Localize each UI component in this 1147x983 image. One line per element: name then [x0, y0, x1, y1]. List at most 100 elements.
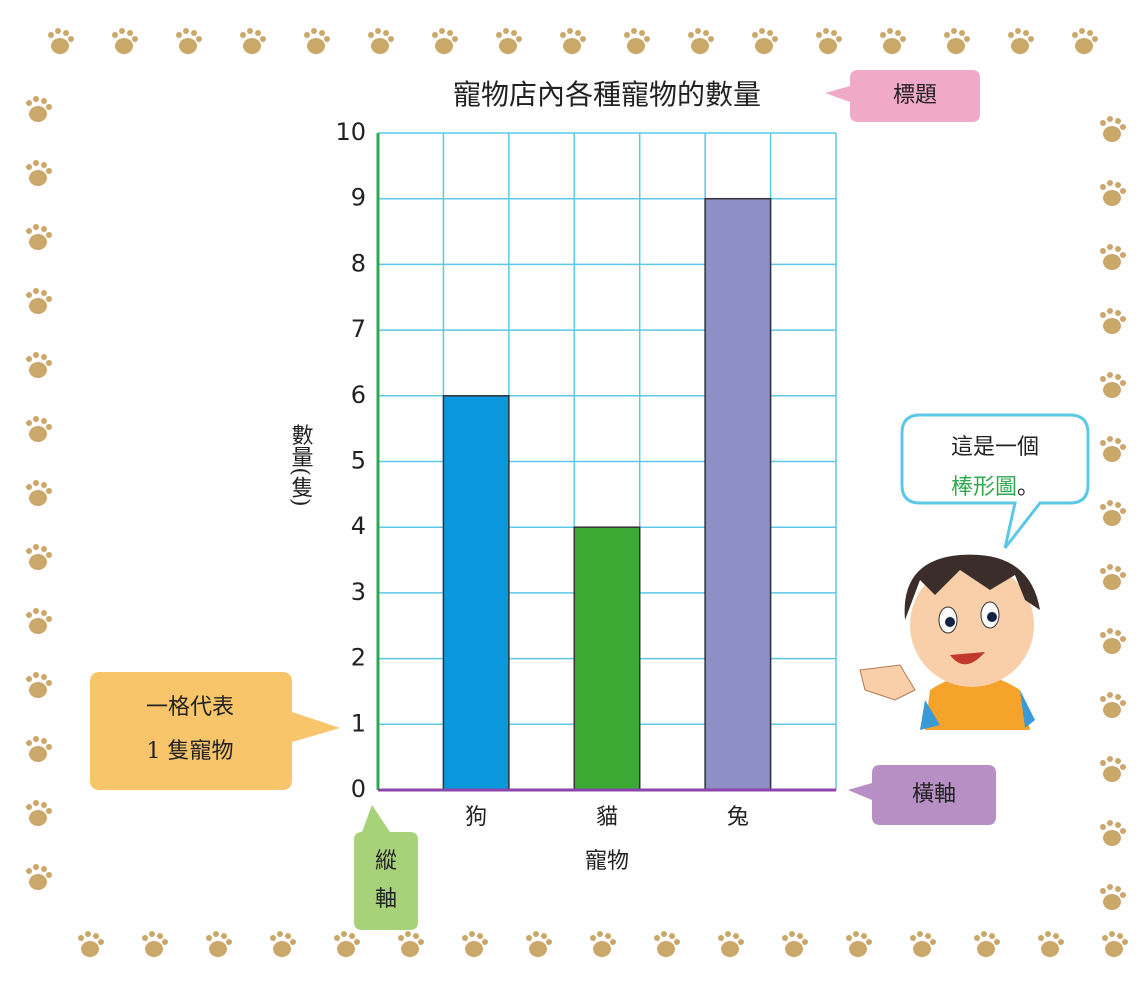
- y-tick-label: 1: [351, 709, 366, 737]
- paw-toe: [452, 36, 458, 42]
- paw-print: [1100, 500, 1126, 526]
- paw-toe: [880, 32, 886, 38]
- paw-toe: [1115, 566, 1121, 572]
- paw-print: [26, 224, 52, 250]
- paw-pad: [29, 426, 47, 442]
- paw-pad: [29, 682, 47, 698]
- paw-toe: [368, 32, 374, 38]
- paw-toe: [26, 804, 32, 810]
- paw-print: [1100, 564, 1126, 590]
- paw-print: [432, 28, 458, 54]
- paw-toe: [1100, 632, 1106, 638]
- paw-toe: [661, 931, 667, 937]
- y-tick-label: 7: [351, 315, 366, 343]
- paw-toe: [1115, 310, 1121, 316]
- paw-toe: [1107, 756, 1113, 762]
- paw-toe: [176, 32, 182, 38]
- paw-toe: [311, 28, 317, 34]
- paw-toe: [383, 30, 389, 36]
- paw-toe: [1107, 372, 1113, 378]
- paw-pad: [1103, 830, 1121, 846]
- paw-print: [910, 931, 936, 957]
- paw-toe: [55, 28, 61, 34]
- paw-toe: [98, 939, 104, 945]
- paw-toe: [46, 168, 52, 174]
- paw-pad: [1103, 382, 1121, 398]
- paw-toe: [375, 28, 381, 34]
- paw-toe: [1115, 886, 1121, 892]
- paw-toe: [33, 416, 39, 422]
- paw-print: [1100, 756, 1126, 782]
- paw-toe: [1100, 504, 1106, 510]
- paw-print: [26, 544, 52, 570]
- paw-print: [26, 96, 52, 122]
- scale-note-shape: [90, 672, 340, 790]
- paw-border: [26, 28, 1128, 957]
- paw-print: [26, 864, 52, 890]
- paw-toe: [1100, 312, 1106, 318]
- paw-pad: [563, 38, 581, 54]
- paw-toe: [482, 939, 488, 945]
- paw-toe: [221, 933, 227, 939]
- paw-pad: [29, 874, 47, 890]
- y-tick-label: 4: [351, 512, 366, 540]
- paw-toe: [33, 96, 39, 102]
- paw-toe: [413, 933, 419, 939]
- paw-pad: [721, 941, 739, 957]
- paw-toe: [33, 352, 39, 358]
- paw-toe: [226, 939, 232, 945]
- paw-pad: [29, 490, 47, 506]
- paw-pad: [29, 170, 47, 186]
- paw-pad: [1041, 941, 1059, 957]
- paw-toe: [418, 939, 424, 945]
- paw-toe: [1107, 692, 1113, 698]
- speech-end: 。: [1017, 475, 1039, 500]
- x-axis-tag-shape: [848, 765, 996, 825]
- paw-toe: [1115, 118, 1121, 124]
- paw-toe: [142, 935, 148, 941]
- paw-pad: [819, 38, 837, 54]
- paw-toe: [503, 28, 509, 34]
- title-tag-shape: [825, 70, 980, 122]
- paw-pad: [1103, 190, 1121, 206]
- paw-toe: [1100, 248, 1106, 254]
- paw-toe: [68, 36, 74, 42]
- paw-pad: [179, 38, 197, 54]
- bar: [704, 197, 772, 791]
- paw-toe: [1120, 572, 1126, 578]
- paw-pad: [81, 941, 99, 957]
- paw-toe: [41, 546, 47, 552]
- paw-toe: [33, 544, 39, 550]
- paw-toe: [1120, 252, 1126, 258]
- paw-pad: [29, 234, 47, 250]
- paw-toe: [183, 28, 189, 34]
- scale-note-line: 一格代表: [146, 695, 234, 720]
- paw-toe: [112, 32, 118, 38]
- paw-pad: [1105, 941, 1123, 957]
- paw-pad: [115, 38, 133, 54]
- paw-toe: [1115, 822, 1121, 828]
- paw-toe: [610, 939, 616, 945]
- paw-pad: [785, 941, 803, 957]
- paw-toe: [974, 935, 980, 941]
- paw-pad: [627, 38, 645, 54]
- paw-toe: [1100, 120, 1106, 126]
- paw-pad: [529, 941, 547, 957]
- paw-toe: [631, 28, 637, 34]
- paw-toe: [944, 32, 950, 38]
- paw-toe: [85, 931, 91, 937]
- paw-toe: [1120, 316, 1126, 322]
- paw-toe: [1107, 308, 1113, 314]
- paw-print: [26, 800, 52, 826]
- paw-toe: [1079, 28, 1085, 34]
- paw-print: [1100, 180, 1126, 206]
- paw-toe: [1028, 36, 1034, 42]
- paw-print: [398, 931, 424, 957]
- paw-print: [1038, 931, 1064, 957]
- paw-toe: [1092, 36, 1098, 42]
- paw-print: [26, 288, 52, 314]
- paw-toe: [1120, 636, 1126, 642]
- speech-bubble: [900, 413, 1090, 549]
